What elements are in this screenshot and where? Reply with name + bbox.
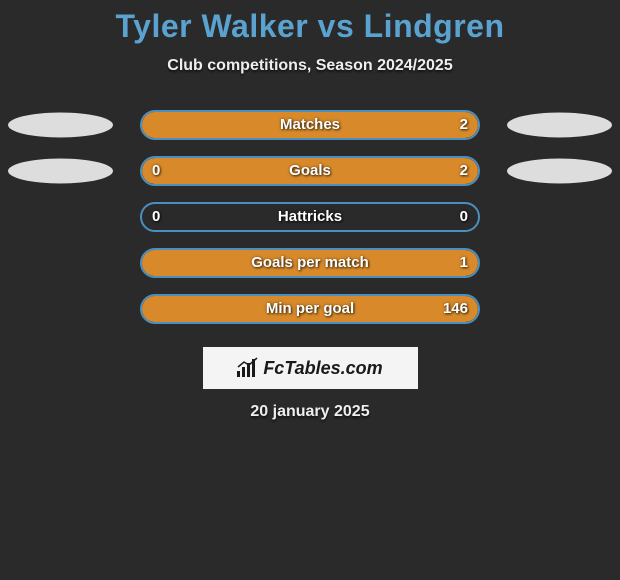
stat-bar: 146Min per goal	[140, 294, 480, 324]
page-title: Tyler Walker vs Lindgren	[0, 8, 620, 45]
brand-logo: FcTables.com	[203, 347, 418, 389]
stat-bar: 1Goals per match	[140, 248, 480, 278]
stat-bar: 0 0Hattricks	[140, 202, 480, 232]
stats-block: 2Matches 02Goals 0 0Hattricks 1Goals per mat…	[0, 107, 620, 327]
bar-fill-left	[142, 158, 209, 184]
bar-fill-right	[142, 250, 478, 276]
stat-bar: 02Goals	[140, 156, 480, 186]
subtitle: Club competitions, Season 2024/2025	[0, 57, 620, 75]
stat-row: 146Min per goal	[0, 291, 620, 327]
stat-value-right: 0	[450, 204, 478, 230]
chart-icon	[237, 359, 259, 377]
stat-label: Hattricks	[142, 204, 478, 230]
bar-fill-right	[142, 296, 478, 322]
player-right-marker	[507, 159, 612, 184]
brand-text: FcTables.com	[263, 358, 382, 379]
infographic-container: Tyler Walker vs Lindgren Club competitio…	[0, 0, 620, 421]
bar-fill-right	[209, 158, 478, 184]
date-line: 20 january 2025	[0, 403, 620, 421]
player-left-marker	[8, 159, 113, 184]
player-left-marker	[8, 113, 113, 138]
bar-fill-right	[142, 112, 478, 138]
stat-row: 02Goals	[0, 153, 620, 189]
stat-value-left: 0	[142, 204, 170, 230]
stat-row: 0 0Hattricks	[0, 199, 620, 235]
stat-row: 1Goals per match	[0, 245, 620, 281]
stat-row: 2Matches	[0, 107, 620, 143]
stat-bar: 2Matches	[140, 110, 480, 140]
player-right-marker	[507, 113, 612, 138]
